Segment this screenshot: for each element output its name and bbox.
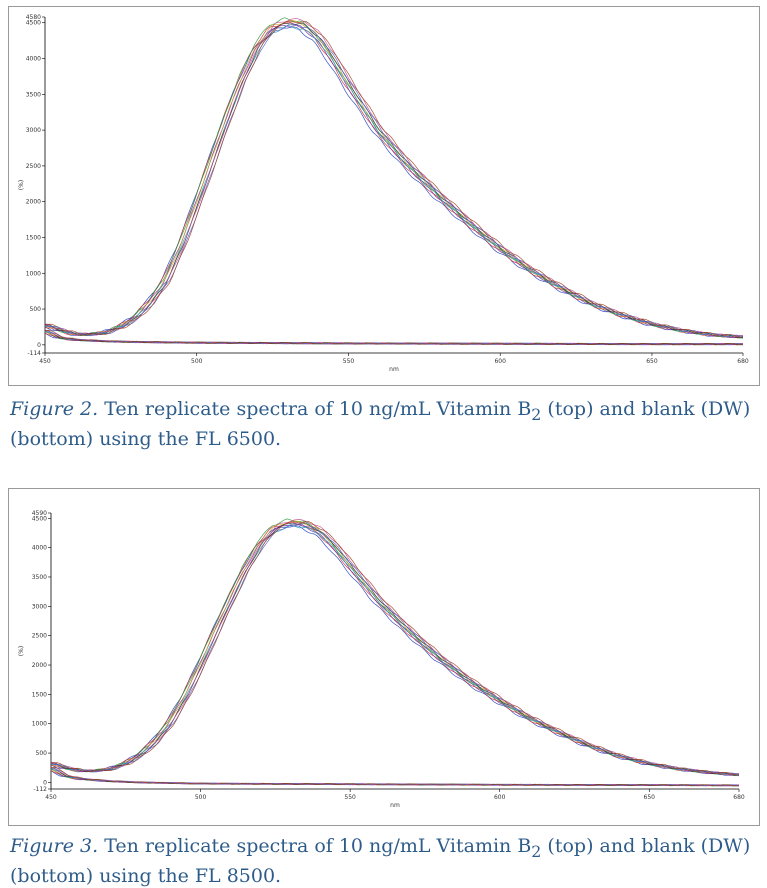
x-tick-label: 650 — [646, 358, 658, 365]
x-tick-label: 680 — [733, 794, 745, 801]
figure-3-text-end: (top) and blank (DW) (bottom) using the … — [10, 835, 751, 887]
sample-replicate-line — [50, 523, 740, 776]
y-tick-label: -112 — [33, 786, 47, 793]
sample-replicate-line — [44, 23, 744, 338]
y-axis-label: (%) — [18, 180, 25, 190]
y-tick-label: 4000 — [32, 545, 47, 552]
y-tick-label: 0 — [37, 342, 41, 349]
x-tick-label: 600 — [494, 794, 506, 801]
sample-series-group — [50, 518, 740, 777]
x-tick-label: 680 — [737, 358, 749, 365]
figure-3-label: Figure 3. — [10, 835, 99, 857]
y-tick-label: 0 — [43, 779, 47, 786]
y-axis-label: (%) — [18, 646, 25, 656]
figure-3-text: Ten replicate spectra of 10 ng/mL Vitami… — [98, 835, 532, 857]
y-tick-label: 2000 — [32, 662, 47, 669]
y-tick-label: 3500 — [32, 574, 47, 581]
x-axis-label: nm — [390, 802, 400, 809]
x-tick-label: 450 — [39, 358, 51, 365]
x-tick-label: 550 — [344, 794, 356, 801]
blank-replicate-line — [50, 766, 740, 787]
y-tick-label: 1500 — [32, 691, 47, 698]
sample-replicate-line — [44, 21, 744, 339]
figure-3-subscript: 2 — [531, 841, 542, 861]
sample-replicate-line — [44, 24, 744, 339]
sample-series-group — [44, 17, 744, 339]
chart-panel-fl8500: -112 0 500 1000 1500 2000 2500 3000 3500 4000 4500… — [8, 488, 760, 826]
sample-replicate-line — [50, 522, 740, 776]
figure-2-caption: Figure 2. Ten replicate spectra of 10 ng… — [10, 397, 760, 451]
y-tick-label: 500 — [30, 306, 42, 313]
y-tick-label: 3500 — [26, 91, 41, 98]
chart-panel-fl6500: -114 0 500 1000 1500 2000 2500 3000 3500 4000 4500… — [8, 6, 760, 386]
sample-replicate-line — [50, 525, 740, 776]
y-tick-label: 3000 — [32, 603, 47, 610]
y-tick-label: 2000 — [26, 199, 41, 206]
y-tick-label: 1000 — [32, 721, 47, 728]
sample-replicate-line — [44, 23, 744, 339]
y-tick-label: 4500 — [32, 515, 47, 522]
figure-3-caption: Figure 3. Ten replicate spectra of 10 ng… — [10, 834, 760, 888]
sample-replicate-line — [44, 24, 744, 339]
y-tick-label: 500 — [36, 750, 48, 757]
sample-replicate-line — [44, 26, 744, 339]
x-tick-label: 600 — [494, 358, 506, 365]
sample-replicate-line — [50, 524, 740, 777]
y-tick-label: 2500 — [26, 163, 41, 170]
y-tick-label: 4590 — [32, 510, 47, 517]
x-tick-label: 450 — [45, 794, 57, 801]
sample-replicate-line — [50, 518, 740, 777]
x-axis-label: nm — [389, 366, 399, 373]
blank-replicate-line — [44, 329, 744, 346]
x-tick-label: 500 — [191, 358, 203, 365]
x-tick-label: 550 — [343, 358, 355, 365]
y-tick-label: 2500 — [32, 633, 47, 640]
x-tick-label: 500 — [195, 794, 207, 801]
sample-replicate-line — [50, 519, 740, 775]
blank-series-group — [44, 329, 744, 346]
y-tick-label: 3000 — [26, 127, 41, 134]
blank-replicate-line — [50, 767, 740, 787]
sample-replicate-line — [44, 20, 744, 339]
figure-2-subscript: 2 — [531, 404, 542, 424]
sample-replicate-line — [44, 18, 744, 338]
sample-replicate-line — [50, 521, 740, 776]
sample-replicate-line — [44, 20, 744, 338]
blank-replicate-line — [44, 329, 744, 346]
x-tick-label: 650 — [644, 794, 656, 801]
figure-2-label: Figure 2. — [10, 398, 99, 420]
y-tick-label: -114 — [27, 350, 41, 357]
y-tick-label: 4500 — [26, 20, 41, 27]
figure-2-text: Ten replicate spectra of 10 ng/mL Vitami… — [98, 398, 532, 420]
blank-series-group — [50, 766, 740, 787]
sample-replicate-line — [50, 521, 740, 777]
y-tick-label: 4000 — [26, 56, 41, 63]
sample-replicate-line — [50, 524, 740, 776]
y-tick-label: 4580 — [26, 14, 41, 21]
y-tick-label: 1500 — [26, 234, 41, 241]
y-tick-label: 1000 — [26, 270, 41, 277]
figure-2-text-end: (top) and blank (DW) (bottom) using the … — [10, 398, 751, 450]
sample-replicate-line — [45, 17, 744, 339]
